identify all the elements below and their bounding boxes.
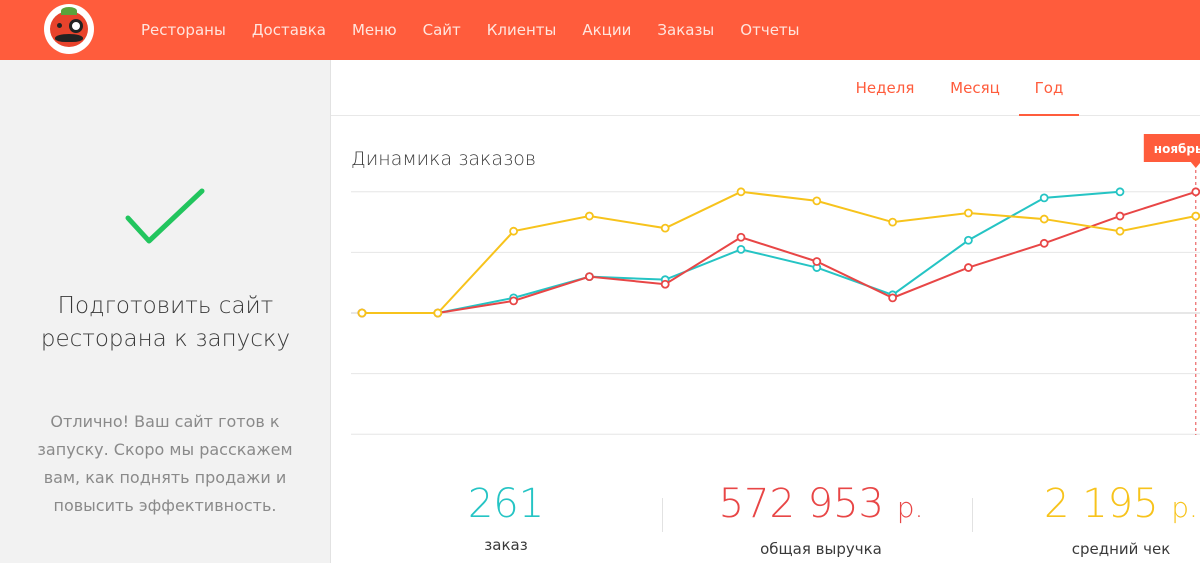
stat-revenue-label: общая выручка	[760, 540, 882, 558]
tab-week[interactable]: Неделя	[855, 79, 915, 97]
stat-avg-check: 2 195 р. средний чек	[1021, 480, 1200, 558]
mustache-shape	[55, 34, 83, 42]
data-point[interactable]	[888, 217, 897, 227]
stat-orders-value: 261	[467, 481, 545, 527]
chart-tooltip: ноябрь	[1143, 134, 1200, 168]
series-line	[362, 190, 1197, 314]
series-line	[362, 190, 1196, 314]
data-point[interactable]	[509, 226, 519, 236]
tooltip-box	[1143, 134, 1200, 162]
nav-reports[interactable]: Отчеты	[740, 21, 800, 39]
data-point[interactable]	[509, 296, 519, 306]
nav-restaurants[interactable]: Рестораны	[141, 21, 226, 39]
nav-promotions[interactable]: Акции	[582, 21, 632, 39]
sidebar-title: Подготовить сайт ресторана к запуску	[40, 293, 291, 352]
top-navbar: Рестораны Доставка Меню Сайт Клиенты Акц…	[0, 0, 1200, 60]
stat-divider	[972, 498, 973, 532]
data-point[interactable]	[1115, 187, 1125, 197]
data-point[interactable]	[964, 235, 973, 245]
data-point[interactable]	[1191, 211, 1200, 221]
data-point[interactable]	[812, 257, 822, 266]
leaf-shape	[61, 7, 77, 15]
logo-icon[interactable]	[44, 4, 94, 54]
nav-menu[interactable]: Меню	[351, 21, 397, 39]
monocle-shape	[69, 19, 83, 33]
data-point[interactable]	[1039, 238, 1049, 248]
tooltip-arrow	[1190, 162, 1200, 168]
nav-site[interactable]: Сайт	[422, 21, 461, 39]
eye-shape	[57, 23, 62, 28]
series-2	[357, 187, 1200, 318]
stat-orders: 261 заказ	[441, 480, 571, 554]
tab-year[interactable]: Год	[1019, 60, 1079, 116]
data-point[interactable]	[357, 308, 367, 318]
data-point[interactable]	[1039, 214, 1049, 224]
data-point[interactable]	[584, 211, 594, 221]
data-point[interactable]	[1115, 226, 1125, 236]
stat-avg-check-value: 2 195 р.	[1044, 481, 1198, 527]
nav-delivery[interactable]: Доставка	[251, 21, 326, 39]
data-point[interactable]	[584, 272, 594, 282]
main-nav: Рестораны Доставка Меню Сайт Клиенты Акц…	[141, 0, 826, 60]
orders-chart: ноябрь	[351, 134, 1200, 435]
stat-divider	[662, 498, 663, 532]
data-point[interactable]	[888, 293, 897, 303]
data-point[interactable]	[660, 279, 670, 289]
stat-avg-check-label: средний чек	[1071, 540, 1171, 558]
tab-month[interactable]: Месяц	[950, 79, 1000, 97]
data-point[interactable]	[660, 223, 670, 233]
main-panel: Неделя Месяц Год Динамика заказов ноябрь…	[331, 60, 1200, 563]
sidebar-panel: Подготовить сайт ресторана к запуску Отл…	[0, 60, 331, 563]
data-point[interactable]	[736, 232, 746, 242]
stat-revenue-value: 572 953 р.	[718, 481, 924, 527]
data-point[interactable]	[736, 244, 746, 254]
period-tabs: Неделя Месяц Год	[331, 60, 1200, 116]
nav-clients[interactable]: Клиенты	[486, 21, 557, 39]
data-point[interactable]	[964, 208, 973, 218]
data-point[interactable]	[1191, 187, 1200, 197]
data-point[interactable]	[1039, 193, 1049, 203]
nav-orders[interactable]: Заказы	[657, 21, 715, 39]
tooltip-label: ноябрь	[1154, 142, 1200, 156]
stat-revenue: 572 953 р. общая выручка	[711, 480, 931, 558]
data-point[interactable]	[1115, 211, 1125, 221]
data-point[interactable]	[964, 263, 973, 272]
data-point[interactable]	[812, 196, 822, 206]
sidebar-text: Отлично! Ваш сайт готов к запуску. Скоро…	[37, 412, 293, 515]
chart-grid	[351, 191, 1200, 435]
stat-orders-label: заказ	[484, 536, 528, 554]
checkmark-icon	[125, 188, 205, 244]
chart-series	[357, 187, 1200, 318]
data-point[interactable]	[736, 187, 746, 197]
chart-title: Динамика заказов	[351, 148, 537, 170]
data-point[interactable]	[433, 308, 443, 318]
